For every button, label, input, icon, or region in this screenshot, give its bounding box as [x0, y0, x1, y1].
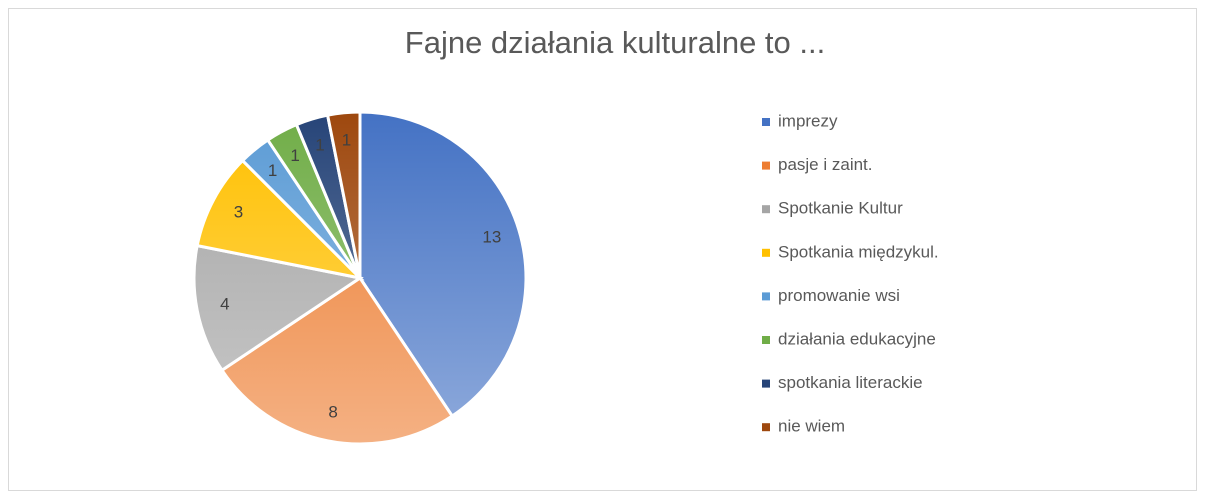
- legend-swatch: [762, 379, 770, 388]
- legend-label: pasje i zaint.: [778, 155, 873, 174]
- data-label: 3: [234, 203, 243, 222]
- legend-label: Spotkanie Kultur: [778, 199, 903, 218]
- legend-label: Spotkania międzykul.: [778, 242, 939, 261]
- chart-title: Fajne działania kulturalne to ...: [405, 25, 825, 60]
- data-label: 8: [328, 403, 337, 422]
- legend-swatch: [762, 205, 770, 214]
- legend-label: promowanie wsi: [778, 286, 900, 305]
- legend-swatch: [762, 336, 770, 344]
- legend-label: działania edukacyjne: [778, 329, 936, 348]
- legend-swatch: [762, 423, 770, 432]
- legend-swatch: [762, 118, 770, 126]
- legend-swatch: [762, 292, 770, 301]
- chart-border: [8, 8, 1197, 491]
- data-label: 4: [220, 294, 229, 313]
- data-label: 1: [342, 130, 351, 149]
- legend-label: imprezy: [778, 111, 838, 130]
- legend-label: nie wiem: [778, 417, 845, 436]
- legend-swatch: [762, 248, 770, 257]
- data-label: 1: [268, 161, 277, 180]
- legend-label: spotkania literackie: [778, 373, 923, 392]
- data-label: 1: [290, 146, 299, 165]
- legend-swatch: [762, 161, 770, 170]
- data-label: 1: [315, 136, 324, 155]
- data-label: 13: [482, 227, 501, 246]
